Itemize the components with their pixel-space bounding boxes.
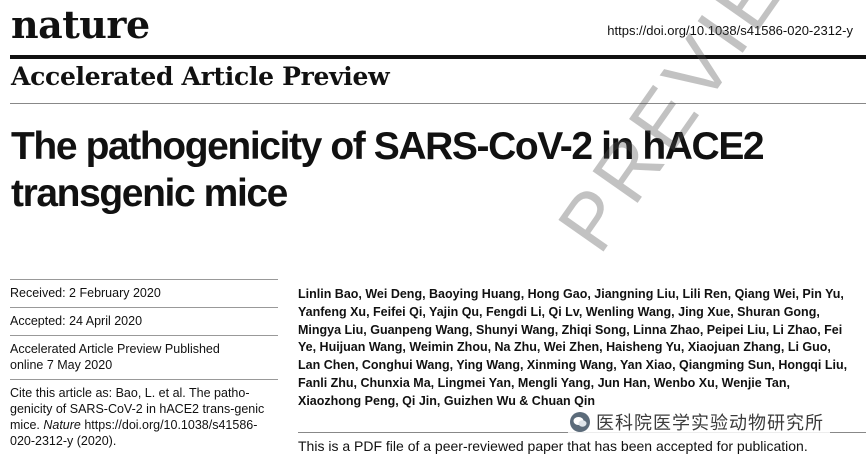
citation-suffix: https://doi.org/10.1038/s41586-020-2312-… <box>10 418 258 448</box>
header-divider <box>10 55 866 59</box>
stamp-text: 医科院医学实验动物研究所 <box>596 413 824 434</box>
citation: Cite this article as: Bao, L. et al. The… <box>10 379 278 455</box>
accepted-date: Accepted: 24 April 2020 <box>10 307 278 335</box>
citation-journal: Nature <box>43 418 81 432</box>
published-line-1: Accelerated Article Preview Published <box>10 342 220 356</box>
citation-prefix: Cite this article as: Bao, L. et al. The… <box>10 386 265 432</box>
journal-logo: nature <box>11 2 150 47</box>
received-date: Received: 2 February 2020 <box>10 279 278 307</box>
source-stamp: 医科院医学实验动物研究所 <box>568 407 830 437</box>
article-title: The pathogenicity of SARS-CoV-2 in hACE2… <box>11 123 851 217</box>
section-label: Accelerated Article Preview <box>11 62 390 91</box>
published-line-2: online 7 May 2020 <box>10 358 113 372</box>
doi-link[interactable]: https://doi.org/10.1038/s41586-020-2312-… <box>607 23 853 38</box>
title-line-2: transgenic mice <box>11 172 288 215</box>
article-meta: Received: 2 February 2020 Accepted: 24 A… <box>10 279 278 455</box>
pdf-note: This is a PDF file of a peer-reviewed pa… <box>298 438 808 454</box>
section-divider <box>10 103 866 104</box>
published-date: Accelerated Article Preview Published on… <box>10 335 278 379</box>
author-list: Linlin Bao, Wei Deng, Baoying Huang, Hon… <box>298 287 848 408</box>
wechat-icon <box>570 412 590 432</box>
title-line-1: The pathogenicity of SARS-CoV-2 in hACE2 <box>11 125 765 168</box>
